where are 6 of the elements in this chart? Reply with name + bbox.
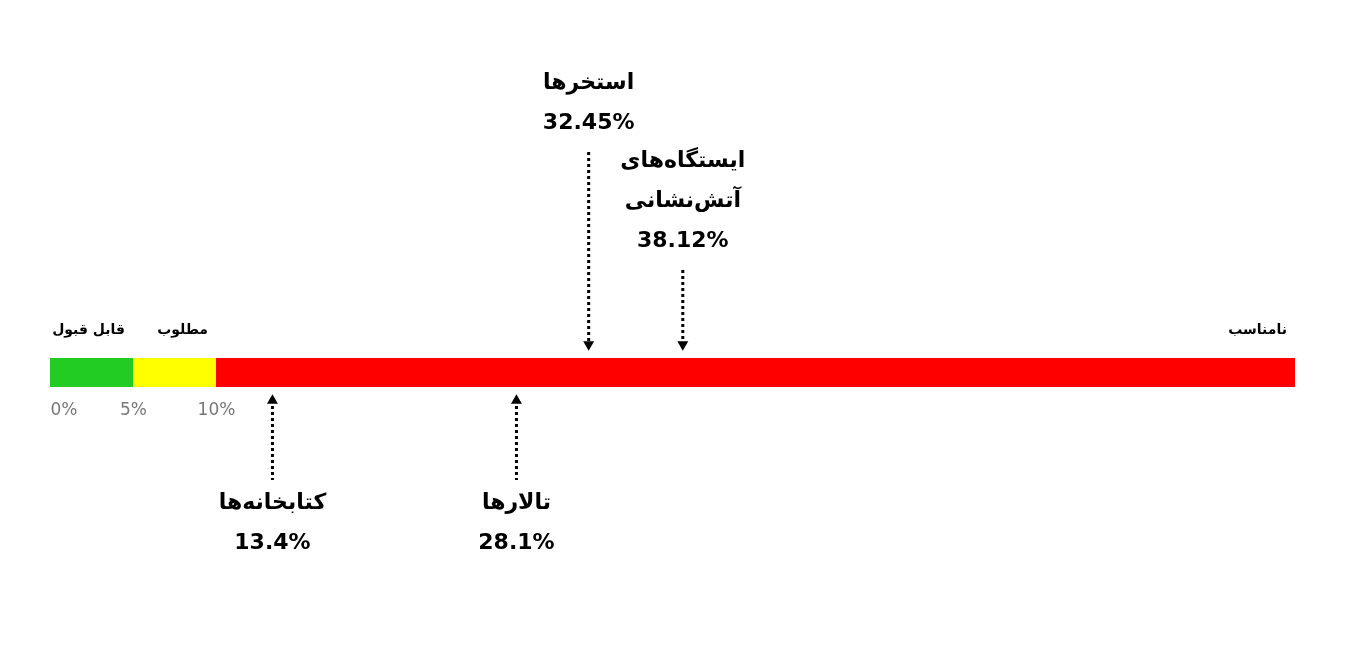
series-label: قابل قبول	[52, 321, 125, 338]
series-label: نامناسب	[1228, 321, 1287, 337]
x-tick-label: 0%	[50, 398, 78, 419]
x-tick-label: 10%	[197, 398, 236, 419]
x-tick-label: 5%	[120, 398, 147, 419]
series-label: مطلوب	[157, 321, 208, 338]
